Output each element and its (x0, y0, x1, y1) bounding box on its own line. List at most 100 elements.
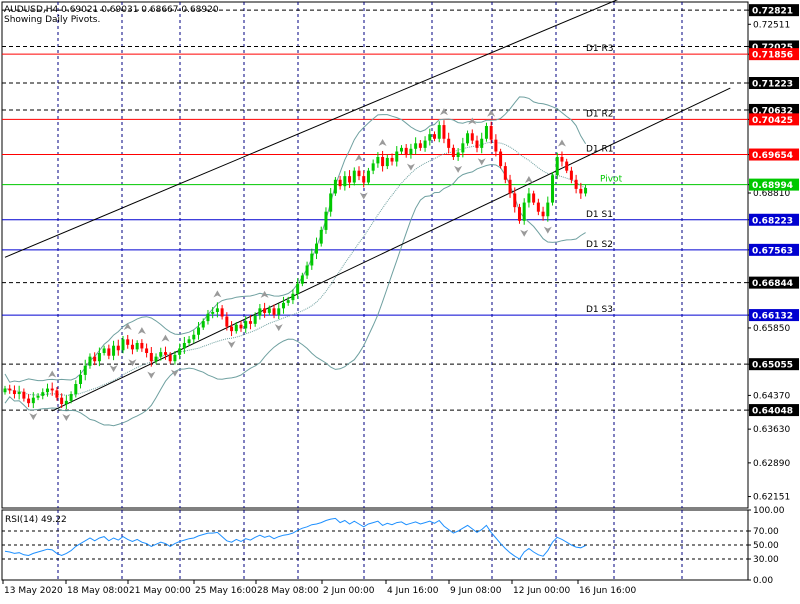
candle[interactable] (225, 312, 229, 331)
candle[interactable] (69, 391, 73, 404)
candle[interactable] (404, 144, 408, 158)
candle[interactable] (168, 352, 172, 364)
candle[interactable] (522, 198, 526, 225)
candle[interactable] (3, 385, 7, 395)
candle[interactable] (79, 369, 83, 389)
candle[interactable] (352, 167, 356, 186)
candle[interactable] (112, 340, 116, 361)
candle[interactable] (64, 395, 68, 409)
candle[interactable] (197, 322, 201, 340)
candle[interactable] (484, 122, 488, 142)
candle[interactable] (116, 339, 120, 356)
candle[interactable] (178, 343, 182, 360)
candle[interactable] (211, 307, 215, 319)
candle[interactable] (83, 359, 87, 381)
candle[interactable] (381, 150, 385, 172)
candle[interactable] (315, 237, 319, 260)
candle[interactable] (107, 344, 111, 360)
candle[interactable] (182, 336, 186, 354)
channel-upper-line[interactable] (4, 0, 730, 258)
candle[interactable] (27, 394, 31, 408)
candle[interactable] (220, 305, 224, 320)
candle[interactable] (376, 152, 380, 168)
candle[interactable] (494, 134, 498, 157)
candle[interactable] (149, 346, 153, 367)
candle[interactable] (447, 132, 451, 154)
candle[interactable] (93, 352, 97, 366)
candle[interactable] (173, 351, 177, 365)
candle[interactable] (461, 137, 465, 158)
candle[interactable] (121, 336, 125, 354)
candle[interactable] (414, 137, 418, 155)
candle[interactable] (451, 144, 455, 160)
candle[interactable] (286, 296, 290, 306)
candle[interactable] (508, 174, 512, 198)
candle[interactable] (17, 385, 21, 400)
candle[interactable] (579, 182, 583, 199)
candle[interactable] (551, 171, 555, 206)
candle[interactable] (192, 330, 196, 344)
candle[interactable] (409, 143, 413, 159)
candle[interactable] (310, 248, 314, 270)
candle[interactable] (532, 190, 536, 206)
candle[interactable] (333, 177, 337, 196)
candle[interactable] (499, 148, 503, 169)
candle[interactable] (41, 388, 45, 400)
candle[interactable] (126, 334, 130, 349)
candle[interactable] (50, 382, 54, 396)
candle[interactable] (433, 131, 437, 142)
candle[interactable] (272, 304, 276, 319)
candle[interactable] (60, 393, 64, 409)
candle[interactable] (584, 184, 588, 197)
candle[interactable] (489, 121, 493, 144)
candle[interactable] (319, 226, 323, 247)
candle[interactable] (31, 392, 35, 409)
candle[interactable] (362, 170, 366, 188)
candle[interactable] (527, 187, 531, 208)
candle[interactable] (55, 387, 59, 401)
candle[interactable] (296, 278, 300, 299)
candle[interactable] (574, 174, 578, 194)
candle[interactable] (244, 316, 248, 333)
candle[interactable] (385, 154, 389, 170)
candle[interactable] (267, 305, 271, 316)
candle[interactable] (418, 140, 422, 151)
candle[interactable] (281, 296, 285, 314)
candle[interactable] (329, 187, 333, 217)
rsi-line[interactable] (4, 517, 586, 560)
candle[interactable] (305, 261, 309, 279)
candle[interactable] (234, 322, 238, 334)
candle[interactable] (215, 302, 219, 318)
candle[interactable] (541, 206, 545, 221)
candle[interactable] (470, 129, 474, 145)
candle[interactable] (97, 347, 101, 367)
candle[interactable] (163, 346, 167, 360)
candle[interactable] (140, 339, 144, 352)
candle[interactable] (343, 171, 347, 191)
candle[interactable] (517, 203, 521, 224)
candle[interactable] (154, 353, 158, 365)
candle[interactable] (206, 309, 210, 325)
candle[interactable] (503, 162, 507, 184)
candle[interactable] (277, 303, 281, 320)
candle[interactable] (423, 136, 427, 152)
candle[interactable] (466, 130, 470, 146)
candle[interactable] (230, 321, 234, 337)
candle[interactable] (357, 166, 361, 181)
candle[interactable] (263, 302, 267, 318)
candle[interactable] (366, 167, 370, 185)
candle[interactable] (513, 187, 517, 213)
candle[interactable] (130, 339, 134, 355)
candle[interactable] (565, 158, 569, 174)
candle[interactable] (338, 175, 342, 190)
candle[interactable] (536, 198, 540, 216)
candle[interactable] (36, 393, 40, 401)
candle[interactable] (300, 272, 304, 287)
candle[interactable] (475, 135, 479, 153)
candle[interactable] (428, 128, 432, 146)
candle[interactable] (324, 207, 328, 234)
candle[interactable] (201, 318, 205, 330)
candle[interactable] (12, 385, 16, 399)
